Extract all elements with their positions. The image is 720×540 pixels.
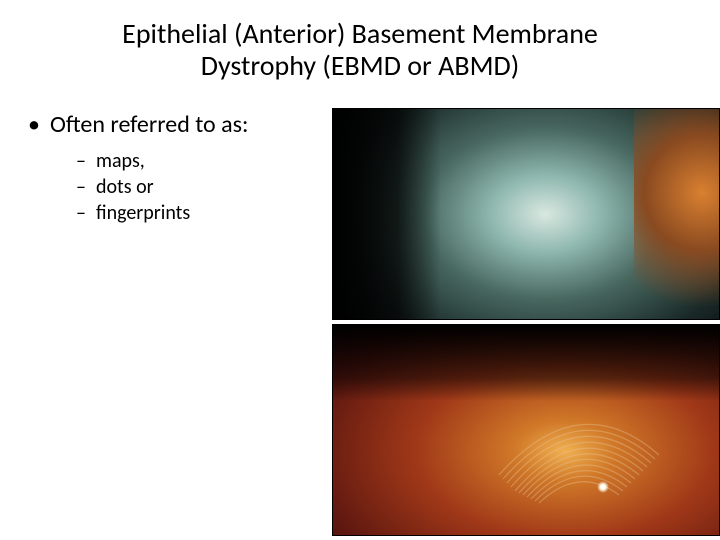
clinical-image-top <box>332 108 720 320</box>
title-line-1: Epithelial (Anterior) Basement Membrane <box>122 16 598 51</box>
fingerprint-pattern-icon <box>479 365 679 505</box>
sub-bullet-0: maps, <box>28 149 328 173</box>
image-column <box>332 108 720 536</box>
text-column: Often referred to as: maps, dots or fing… <box>28 110 328 227</box>
sub-bullet-2: fingerprints <box>28 201 328 225</box>
bullet-main: Often referred to as: <box>28 110 328 139</box>
title-line-2: Dystrophy (EBMD or ABMD) <box>201 48 519 83</box>
slide-container: Epithelial (Anterior) Basement Membrane … <box>0 0 720 540</box>
sub-bullet-1: dots or <box>28 175 328 199</box>
light-reflex-icon <box>597 481 609 493</box>
clinical-image-bottom <box>332 324 720 536</box>
slide-title: Epithelial (Anterior) Basement Membrane … <box>0 18 720 82</box>
